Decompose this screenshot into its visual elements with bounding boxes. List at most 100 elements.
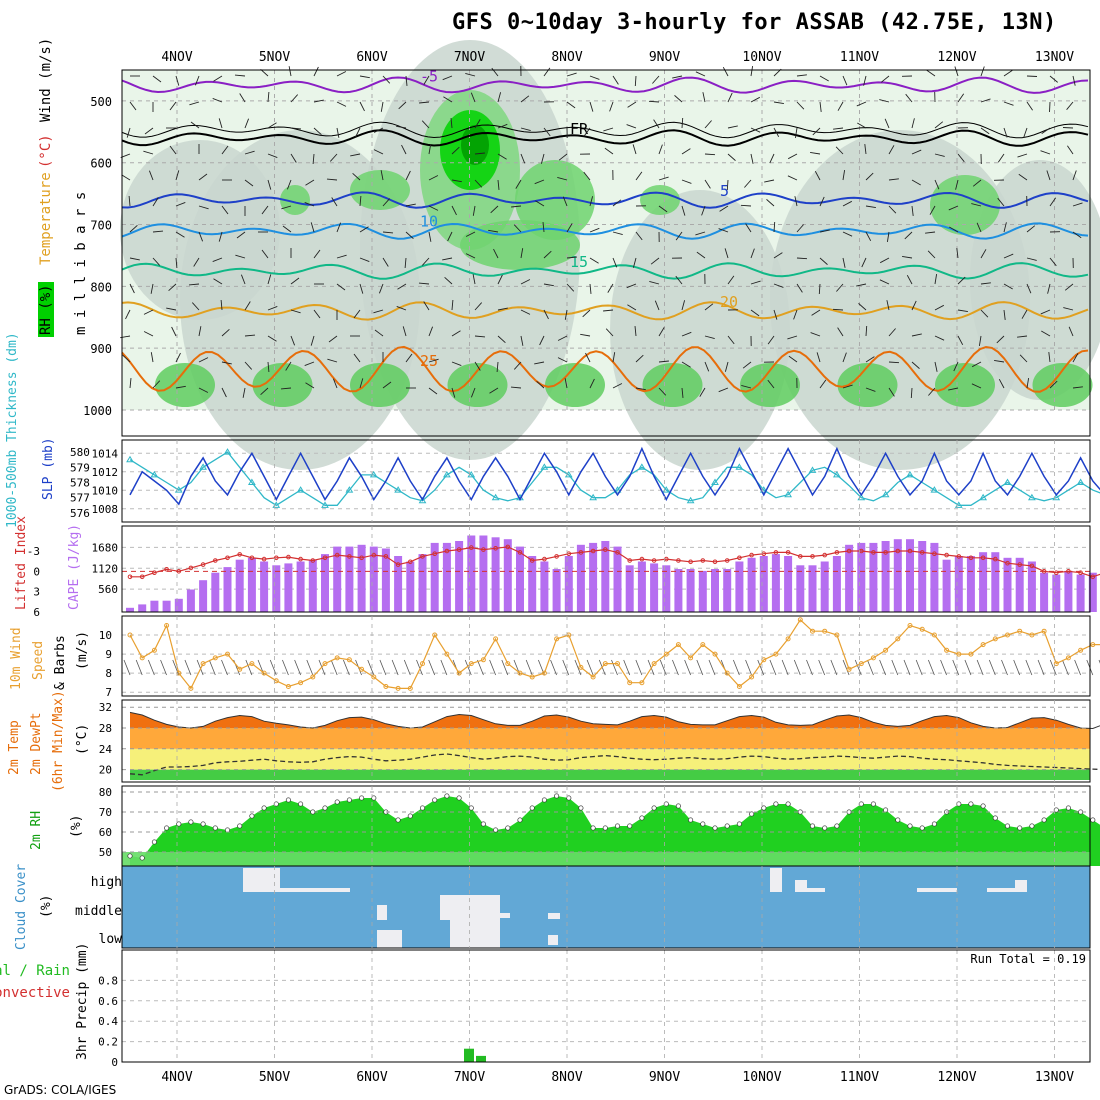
surface-wind-barb (684, 659, 691, 676)
thickness-point (150, 470, 159, 478)
temp-band-0 (130, 769, 1090, 780)
wind-barb (451, 299, 454, 311)
wind-barb (152, 197, 159, 207)
surface-wind-barb (757, 659, 765, 676)
wind-speed-point (517, 670, 523, 676)
wind-barb (955, 179, 959, 190)
wind-barb (198, 326, 202, 337)
wind-barb (198, 173, 208, 181)
lifted-index-point (980, 555, 986, 561)
wind-barb (971, 361, 982, 368)
surface-wind-barb (854, 659, 862, 676)
cloud-block-8 (548, 935, 558, 945)
cloud-block-7 (450, 920, 500, 948)
wind-barb (635, 387, 646, 391)
panel-frame-cloud (121, 865, 1091, 949)
thickness-point (394, 486, 403, 493)
wind-barb (188, 283, 200, 286)
lifted-index-point (688, 559, 693, 565)
cape-bar (942, 559, 951, 612)
wind-barb (536, 380, 545, 389)
lifted-index-point (176, 569, 182, 574)
cloud-block-1 (280, 888, 350, 892)
wind-barb (1026, 225, 1036, 233)
wind-barb (221, 328, 230, 337)
rh-point (785, 801, 791, 807)
wind-barb (727, 125, 738, 129)
lifted-index-point (493, 546, 498, 551)
wind-barb (218, 231, 223, 242)
rh-point (480, 821, 486, 827)
wind-barb (744, 179, 752, 188)
lifted-index-point (968, 555, 974, 561)
lifted-index-point (1005, 560, 1010, 566)
cape-bar (260, 561, 269, 612)
cape-bar (479, 535, 488, 612)
wind-barb (267, 153, 278, 159)
lifted-index-point (676, 558, 681, 563)
cape-bar (881, 541, 890, 612)
wind-barb (193, 257, 200, 267)
cape-bar (1064, 570, 1073, 612)
wind-barb (681, 205, 686, 216)
lifted-index-point (785, 550, 791, 555)
cape-bar (235, 559, 244, 612)
slp-series-line (129, 446, 1100, 506)
lifted-index-point (956, 554, 962, 559)
wind-speed-point (883, 647, 889, 653)
wind-barb (605, 328, 614, 337)
date-label-bottom-6NOV: 6NOV (356, 1070, 387, 1085)
cape-bar (930, 542, 939, 612)
lifted-index-point (907, 548, 913, 554)
wind-speed-point (712, 651, 718, 657)
precip-bar (464, 1048, 474, 1062)
wind-speed-point (822, 628, 828, 634)
surface-wind-barb (343, 659, 350, 676)
temp-band-1 (130, 748, 1090, 770)
cape-bar (845, 544, 854, 612)
wind-barb (534, 361, 545, 365)
wind-barb (819, 101, 822, 112)
wind-barb (352, 172, 361, 181)
cape-bar (686, 569, 695, 612)
wind-barb (1018, 173, 1028, 181)
wind-barb (382, 381, 392, 389)
rh-shade-cell-8 (461, 125, 489, 165)
wind-barb (980, 249, 987, 259)
surface-wind-barb (294, 659, 301, 676)
surface-wind-barb (550, 659, 557, 676)
surface-wind-barb (477, 659, 484, 676)
wind-barb (658, 360, 669, 363)
cape-bar (162, 600, 171, 612)
upper-air-ytick-900: 900 (90, 342, 112, 356)
wind-barb (355, 127, 361, 138)
wind-barb (788, 355, 798, 363)
wind-barb (373, 309, 384, 314)
wind-barb (290, 94, 299, 103)
wind-barb (520, 127, 531, 132)
slp-ytick-1010: 1010 (92, 484, 119, 497)
lifted-index-point (237, 552, 242, 557)
rh-shade-cell-11 (350, 170, 410, 210)
wind-barb (511, 205, 522, 208)
rh-point (371, 795, 377, 801)
wind-barb (359, 75, 370, 79)
wind-barb (244, 334, 256, 337)
surface-wind-barb (806, 659, 813, 676)
surface-wind-barb (574, 659, 582, 676)
wind-barb (373, 127, 384, 133)
wind-barb (428, 326, 434, 337)
wind-speed-point (383, 684, 389, 689)
cape-bar (357, 544, 366, 612)
surface-wind-barb (221, 659, 228, 676)
wind-barb (726, 179, 729, 191)
wind-speed-point (334, 655, 340, 661)
surface-wind-barb (611, 659, 618, 676)
wind-barb (634, 75, 637, 87)
cloud-block-0 (243, 868, 280, 892)
lifted-index-point (919, 550, 925, 555)
wind-barb (451, 179, 462, 183)
wind-barb (566, 72, 577, 77)
wind-barb (833, 127, 844, 130)
wind-barb (353, 309, 361, 319)
